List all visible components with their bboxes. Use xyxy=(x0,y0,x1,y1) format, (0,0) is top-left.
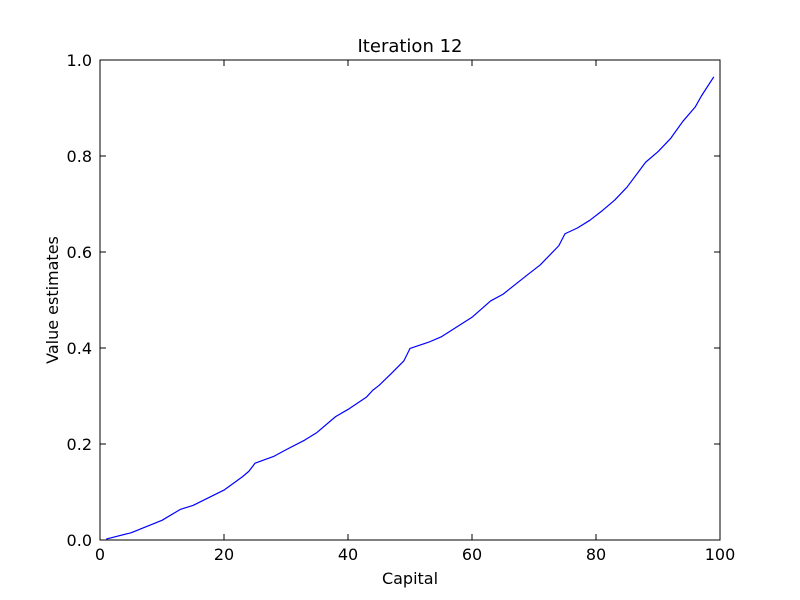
x-axis-label: Capital xyxy=(382,569,438,588)
x-tick-label: 20 xyxy=(214,545,234,564)
x-tick-label: 100 xyxy=(705,545,736,564)
y-tick-label: 1.0 xyxy=(67,51,92,70)
y-tick-label: 0.4 xyxy=(67,339,92,358)
y-tick-label: 0.0 xyxy=(67,531,92,550)
x-tick-label: 40 xyxy=(338,545,358,564)
y-tick-label: 0.6 xyxy=(67,243,92,262)
x-tick-label: 60 xyxy=(462,545,482,564)
x-tick-label: 80 xyxy=(586,545,606,564)
plot-frame xyxy=(99,59,721,541)
chart-title: Iteration 12 xyxy=(358,36,463,57)
plot-area: 0 20 40 60 80 100 0.0 0.2 0.4 0.6 0.8 1.0 xyxy=(67,51,736,564)
y-tick-label: 0.8 xyxy=(67,147,92,166)
series-line-0 xyxy=(106,76,715,540)
y-tick-label: 0.2 xyxy=(67,435,92,454)
x-tick-label: 0 xyxy=(95,545,105,564)
y-axis-label: Value estimates xyxy=(43,236,62,364)
